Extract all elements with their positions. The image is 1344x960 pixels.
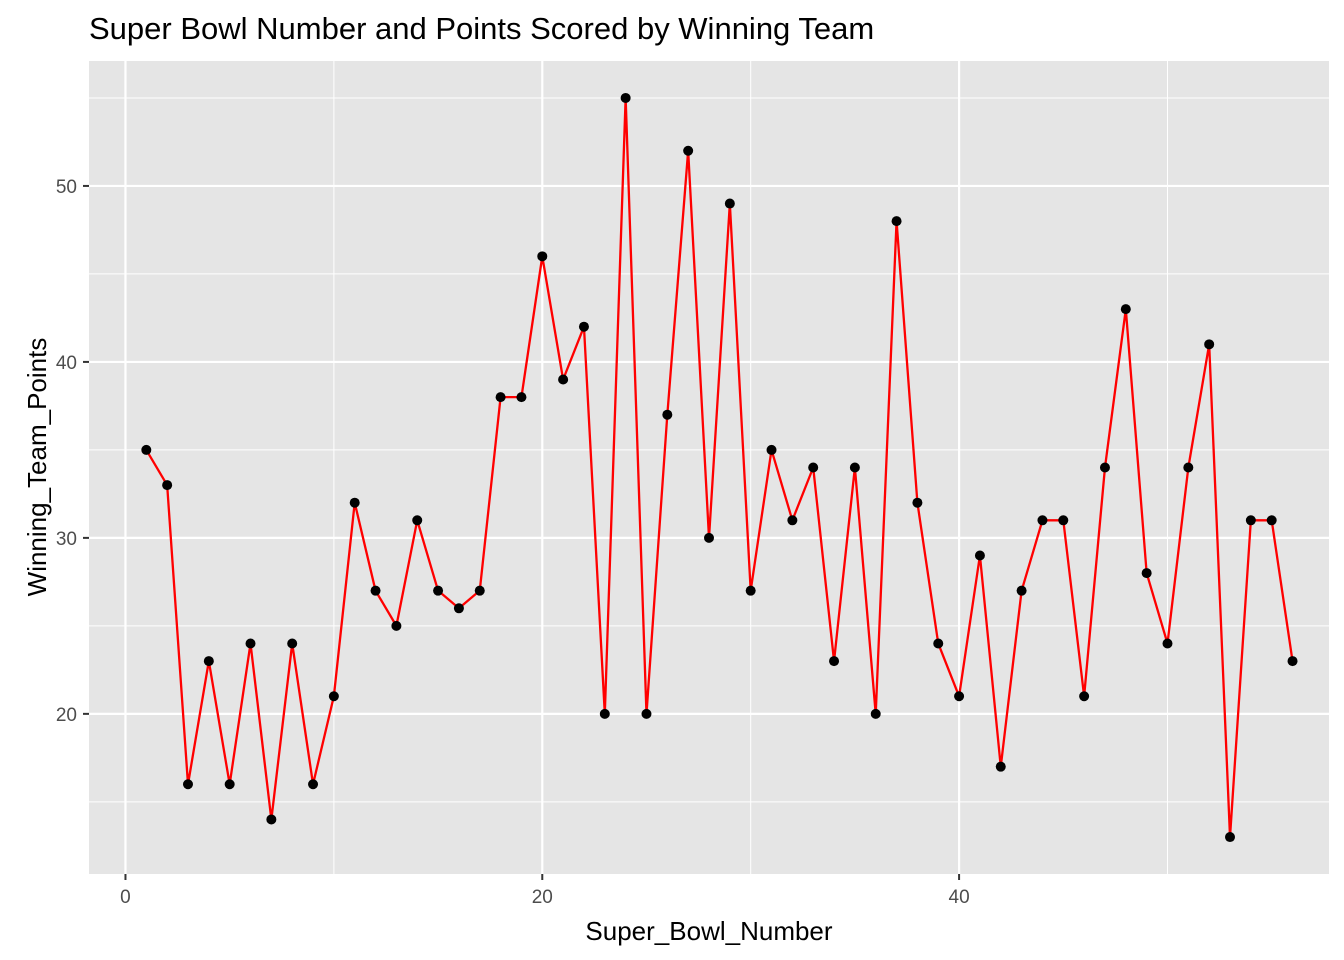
data-point bbox=[287, 638, 298, 649]
data-point bbox=[266, 814, 277, 825]
x-tick-label: 20 bbox=[532, 887, 553, 908]
data-point bbox=[1016, 585, 1027, 596]
data-point bbox=[182, 779, 193, 790]
y-axis: 20 30 40 50 bbox=[56, 177, 89, 726]
y-axis-title: Winning_Team_Points bbox=[22, 338, 52, 597]
data-point bbox=[1287, 656, 1298, 667]
x-axis-title: Super_Bowl_Number bbox=[585, 916, 832, 946]
data-point bbox=[599, 708, 610, 719]
data-point bbox=[745, 585, 756, 596]
data-point bbox=[1141, 568, 1152, 579]
data-point bbox=[995, 761, 1006, 772]
data-point bbox=[349, 497, 360, 508]
data-point bbox=[1037, 515, 1048, 526]
data-point bbox=[308, 779, 319, 790]
data-point bbox=[829, 656, 840, 667]
data-point bbox=[370, 585, 381, 596]
data-point bbox=[808, 462, 819, 473]
grid-minor bbox=[89, 61, 1329, 874]
data-point bbox=[933, 638, 944, 649]
chart-title: Super Bowl Number and Points Scored by W… bbox=[89, 11, 874, 46]
x-tick-label: 40 bbox=[949, 887, 970, 908]
data-point bbox=[912, 497, 923, 508]
plot-panel bbox=[89, 61, 1329, 874]
data-point bbox=[662, 409, 673, 420]
data-point bbox=[558, 374, 569, 385]
data-point bbox=[474, 585, 485, 596]
data-point bbox=[1099, 462, 1110, 473]
data-point bbox=[1183, 462, 1194, 473]
data-point bbox=[162, 480, 173, 491]
data-point bbox=[328, 691, 339, 702]
data-point bbox=[141, 444, 152, 455]
y-tick-label: 20 bbox=[56, 705, 77, 726]
series-points bbox=[141, 92, 1298, 843]
y-tick-label: 40 bbox=[56, 353, 77, 374]
data-point bbox=[433, 585, 444, 596]
x-axis: 0 20 40 bbox=[120, 874, 970, 908]
data-point bbox=[412, 515, 423, 526]
data-point bbox=[245, 638, 256, 649]
data-point bbox=[974, 550, 985, 561]
data-point bbox=[1266, 515, 1277, 526]
data-point bbox=[724, 198, 735, 209]
data-point bbox=[704, 532, 714, 543]
data-point bbox=[1058, 515, 1069, 526]
data-point bbox=[495, 392, 506, 403]
y-tick-label: 30 bbox=[56, 529, 77, 550]
data-point bbox=[1162, 638, 1173, 649]
y-tick-label: 50 bbox=[56, 177, 77, 198]
data-point bbox=[620, 92, 631, 103]
data-point bbox=[516, 392, 527, 403]
data-point bbox=[849, 462, 860, 473]
x-tick-label: 0 bbox=[120, 887, 131, 908]
data-point bbox=[537, 251, 548, 262]
data-point bbox=[870, 708, 881, 719]
data-point bbox=[203, 656, 214, 667]
data-point bbox=[641, 708, 652, 719]
data-point bbox=[683, 145, 694, 156]
data-point bbox=[391, 620, 402, 631]
data-point bbox=[891, 216, 902, 227]
data-point bbox=[954, 691, 965, 702]
data-point bbox=[578, 321, 589, 332]
data-point bbox=[1245, 515, 1256, 526]
data-point bbox=[1079, 691, 1090, 702]
data-point bbox=[1225, 832, 1236, 843]
series-path bbox=[145, 96, 1294, 839]
data-point bbox=[1204, 339, 1215, 350]
data-point bbox=[787, 515, 798, 526]
data-point bbox=[453, 603, 464, 614]
series-line bbox=[145, 96, 1294, 839]
data-point bbox=[766, 444, 777, 455]
data-point bbox=[224, 779, 235, 790]
data-point bbox=[1120, 304, 1131, 315]
